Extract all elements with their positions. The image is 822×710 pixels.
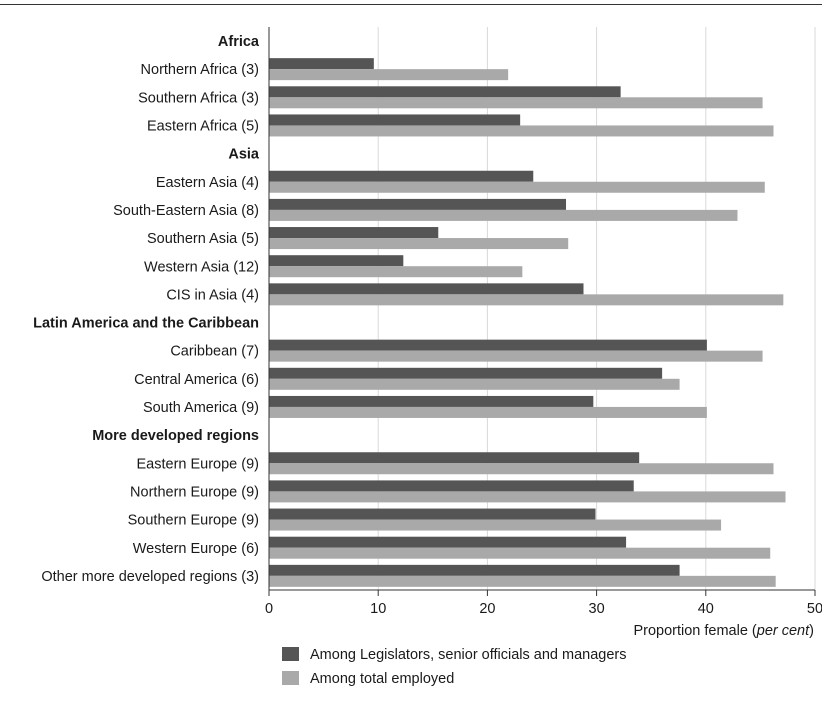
legend-swatch-employed [282,671,299,685]
legend-label: Among total employed [310,671,454,687]
bar-legislators [269,255,404,267]
bar-employed [269,181,765,193]
category-label: South America (9) [143,400,259,416]
bar-legislators [269,536,627,548]
category-label: Caribbean (7) [170,344,259,360]
bar-employed [269,69,509,81]
bar-employed [269,547,771,559]
bar-legislators [269,170,534,182]
bars [269,58,786,587]
legend-label: Among Legislators, senior officials and … [310,647,627,663]
bar-employed [269,491,786,503]
bar-employed [269,350,763,362]
bar-legislators [269,395,594,407]
category-labels: Africa Northern Africa (3) Southern Africa… [33,34,260,585]
bar-legislators [269,452,640,464]
legend: Among Legislators, senior officials and … [282,647,627,687]
category-label: South-Eastern Asia (8) [113,203,259,219]
category-label: Eastern Asia (4) [156,175,259,191]
bar-legislators [269,564,680,576]
category-label: Other more developed regions (3) [41,569,259,585]
x-tick-label: 20 [479,601,495,617]
category-label: Western Asia (12) [144,259,259,275]
category-label: Central America (6) [134,372,259,388]
bar-employed [269,125,774,137]
category-label: Southern Asia (5) [147,231,259,247]
legend-swatch-legislators [282,647,299,661]
x-tick-label: 10 [370,601,386,617]
group-label: Asia [228,147,260,163]
category-label: Southern Africa (3) [138,90,259,106]
bar-legislators [269,86,621,98]
x-tick-label: 40 [698,601,714,617]
x-tick-label: 0 [265,601,273,617]
gridlines [377,27,816,590]
group-label: More developed regions [92,428,259,444]
bar-legislators [269,198,567,210]
bar-employed [269,406,707,418]
bar-employed [269,266,523,278]
bar-employed [269,519,722,531]
bar-employed [269,209,738,221]
group-label: Africa [218,34,260,50]
x-axis-label-text: Proportion female [633,623,747,639]
x-axis-unit: per cent [756,623,810,639]
x-axis-label: Proportion female (per cent) [633,623,814,639]
category-label: Northern Europe (9) [130,484,259,500]
x-tick-label: 30 [589,601,605,617]
bar-employed [269,97,763,109]
category-label: CIS in Asia (4) [166,287,259,303]
group-label: Latin America and the Caribbean [33,316,259,332]
category-label: Western Europe (6) [133,541,259,557]
bar-employed [269,575,776,587]
category-label: Northern Africa (3) [141,62,259,78]
bar-legislators [269,227,439,239]
bar-legislators [269,367,663,379]
category-label: Eastern Africa (5) [147,119,259,135]
bar-legislators [269,339,707,351]
bar-employed [269,378,680,390]
bar-legislators [269,283,584,295]
category-label: Southern Europe (9) [128,513,259,529]
bar-legislators [269,480,634,492]
bar-employed [269,463,774,475]
bar-legislators [269,508,596,520]
bar-legislators [269,114,521,126]
bar-employed [269,294,784,306]
x-tick-label: 50 [807,601,822,617]
bar-employed [269,238,569,250]
x-axis: 0 10 20 30 40 50 [265,27,822,617]
category-label: Eastern Europe (9) [136,456,259,472]
bar-legislators [269,58,374,70]
